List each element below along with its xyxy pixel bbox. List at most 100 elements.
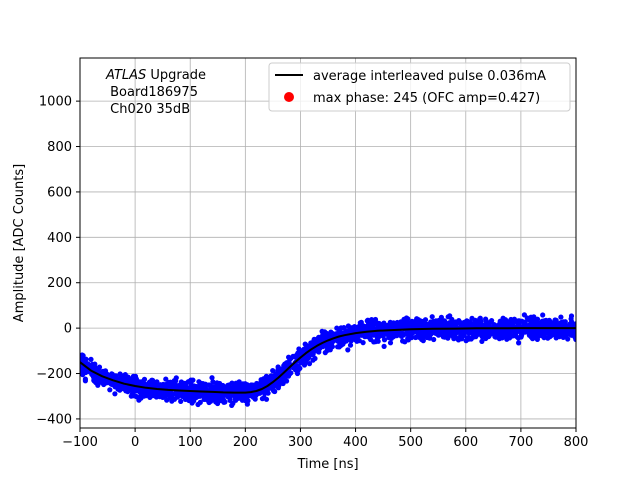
y-tick-label: 0 [64, 322, 72, 337]
legend: average interleaved pulse 0.036mA max ph… [268, 62, 571, 112]
x-tick-label: 500 [398, 435, 423, 450]
sample-point [558, 314, 564, 320]
sample-point [358, 319, 364, 325]
sample-point [296, 346, 302, 352]
sample-point [203, 396, 209, 402]
sample-point [229, 386, 235, 392]
sample-point [297, 365, 303, 371]
legend-label-max-phase: max phase: 245 (OFC amp=0.427) [313, 91, 540, 106]
sample-point [197, 399, 203, 405]
sample-point [534, 328, 541, 334]
legend-frame [268, 62, 571, 112]
y-tick-label: 1000 [39, 95, 72, 110]
x-tick-label: 700 [508, 435, 533, 450]
sample-point [381, 343, 387, 349]
sample-point [112, 391, 118, 397]
sample-point [189, 400, 195, 406]
sample-point [367, 318, 373, 324]
sample-point [231, 382, 237, 388]
sample-point [209, 375, 215, 381]
sample-point [567, 331, 574, 338]
sample-point [475, 319, 482, 325]
sample-point [329, 342, 335, 349]
sample-point [180, 392, 187, 398]
sample-point [208, 384, 214, 390]
sample-point [210, 393, 216, 399]
y-tick-label: 400 [47, 231, 72, 246]
sample-point [335, 331, 341, 337]
sample-point [459, 336, 465, 342]
sample-point [413, 334, 419, 341]
sample-point [553, 335, 559, 341]
sample-point [160, 391, 166, 397]
sample-point [166, 379, 172, 386]
sample-point [483, 316, 489, 322]
sample-point [540, 312, 546, 318]
x-tick-label: 100 [178, 435, 203, 450]
sample-point [374, 336, 380, 342]
sample-point [429, 314, 435, 320]
sample-point [539, 333, 545, 339]
sample-point [96, 364, 103, 370]
sample-point [288, 355, 294, 361]
sample-point [425, 331, 431, 338]
sample-point [516, 340, 522, 346]
sample-point [150, 377, 156, 383]
sample-point [88, 356, 94, 362]
x-tick-label: −100 [62, 435, 98, 450]
sample-point [547, 334, 553, 340]
sample-point [80, 353, 86, 359]
sample-point [513, 318, 519, 325]
sample-point [468, 336, 474, 342]
sample-point [270, 368, 276, 374]
atlas-annotation: ATLAS Upgrade Board186975 Ch020 35dB [105, 68, 206, 117]
sample-point [190, 392, 196, 398]
sample-point [387, 340, 394, 346]
annotation-upgrade: Upgrade [146, 68, 206, 83]
x-tick-label: 300 [288, 435, 313, 450]
sample-point [479, 338, 485, 344]
sample-point [447, 313, 453, 319]
legend-marker-swatch [284, 92, 294, 102]
sample-point [217, 380, 223, 387]
sample-point [174, 394, 181, 400]
sample-point [216, 387, 222, 393]
sample-point [421, 319, 427, 325]
sample-point [387, 319, 393, 325]
sample-point [236, 385, 243, 391]
sample-point [490, 331, 496, 337]
x-tick-label: 400 [343, 435, 368, 450]
sample-point [271, 382, 278, 388]
sample-point [445, 321, 451, 327]
sample-point [347, 334, 353, 341]
y-tick-label: 200 [47, 276, 72, 291]
sample-point [188, 377, 194, 383]
sample-point [145, 388, 151, 394]
sample-point [263, 378, 269, 384]
x-tick-label: 800 [564, 435, 589, 450]
sample-point [322, 329, 328, 335]
sample-point [178, 398, 184, 404]
sample-point [360, 326, 366, 332]
sample-point [312, 355, 318, 362]
sample-point [210, 379, 216, 385]
y-tick-label: 600 [47, 185, 72, 200]
sample-point [89, 363, 95, 369]
sample-point [163, 376, 169, 382]
sample-point [138, 395, 144, 401]
sample-point [213, 399, 219, 405]
sample-point [127, 385, 133, 391]
sample-point [409, 329, 415, 335]
sample-point [371, 321, 377, 327]
average-pulse [80, 327, 576, 394]
sample-point [528, 318, 534, 325]
x-tick-label: 200 [233, 435, 258, 450]
x-tick-label: 0 [131, 435, 139, 450]
x-tick-label: 600 [453, 435, 478, 450]
sample-point [528, 332, 535, 338]
sample-point [573, 336, 576, 342]
sample-point [155, 392, 161, 398]
sample-point [273, 371, 279, 377]
sample-point [131, 393, 137, 399]
